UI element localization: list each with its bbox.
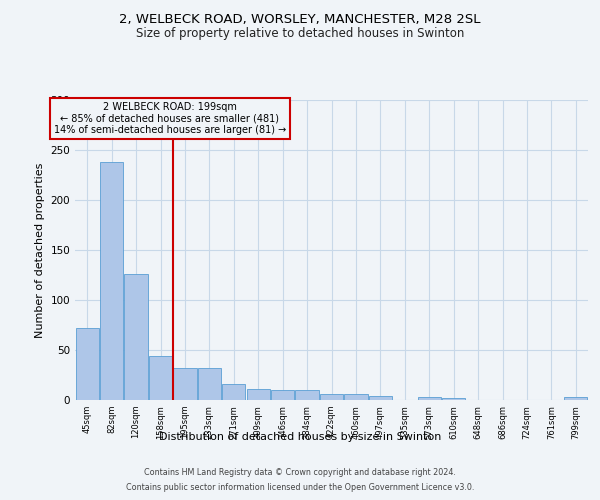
Bar [76, 328, 99, 400]
Bar [271, 390, 294, 400]
Bar [173, 368, 197, 400]
Text: 2, WELBECK ROAD, WORSLEY, MANCHESTER, M28 2SL: 2, WELBECK ROAD, WORSLEY, MANCHESTER, M2… [119, 12, 481, 26]
Bar [344, 394, 368, 400]
Text: Contains HM Land Registry data © Crown copyright and database right 2024.: Contains HM Land Registry data © Crown c… [144, 468, 456, 477]
Bar [124, 274, 148, 400]
Bar [295, 390, 319, 400]
Text: 2 WELBECK ROAD: 199sqm
← 85% of detached houses are smaller (481)
14% of semi-de: 2 WELBECK ROAD: 199sqm ← 85% of detached… [54, 102, 286, 134]
Text: Distribution of detached houses by size in Swinton: Distribution of detached houses by size … [159, 432, 441, 442]
Bar [222, 384, 245, 400]
Bar [442, 398, 465, 400]
Bar [149, 356, 172, 400]
Bar [369, 396, 392, 400]
Bar [198, 368, 221, 400]
Bar [564, 397, 587, 400]
Bar [247, 389, 270, 400]
Bar [320, 394, 343, 400]
Y-axis label: Number of detached properties: Number of detached properties [35, 162, 45, 338]
Text: Size of property relative to detached houses in Swinton: Size of property relative to detached ho… [136, 28, 464, 40]
Bar [418, 397, 441, 400]
Text: Contains public sector information licensed under the Open Government Licence v3: Contains public sector information licen… [126, 483, 474, 492]
Bar [100, 162, 123, 400]
